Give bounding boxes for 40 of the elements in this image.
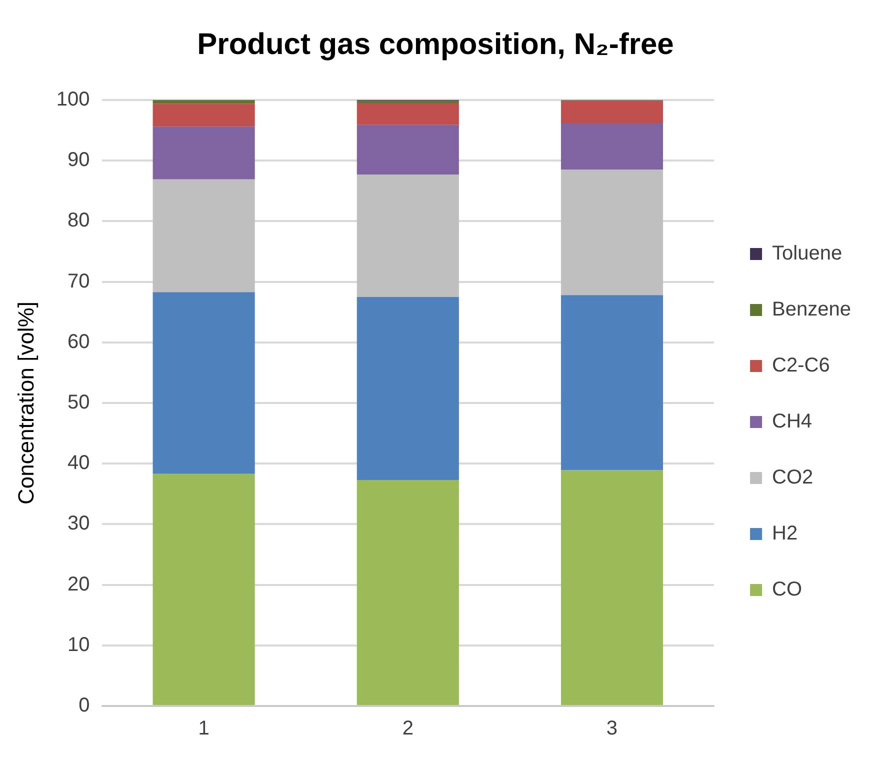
bar — [152, 179, 255, 292]
legend-label: C2-C6 — [772, 354, 830, 377]
y-tick-label: 0 — [78, 694, 90, 717]
legend-label: H2 — [772, 522, 798, 545]
bar — [560, 470, 664, 705]
chart-title: Product gas composition, N₂-free — [196, 28, 675, 62]
bar — [356, 124, 459, 175]
y-axis-title: Concentration [vol%] — [13, 302, 38, 504]
bar — [152, 104, 255, 127]
y-tick-label: 60 — [68, 330, 90, 353]
bar — [152, 100, 255, 104]
bar — [560, 100, 664, 124]
bar — [152, 474, 255, 705]
bar — [560, 170, 664, 296]
legend-label: Toluene — [772, 242, 842, 265]
bar — [152, 126, 255, 180]
y-tick-label: 90 — [68, 149, 90, 172]
bar — [356, 100, 459, 104]
bar — [560, 123, 664, 170]
y-tick-label: 100 — [56, 88, 90, 111]
bar — [356, 174, 459, 297]
y-tick-label: 30 — [68, 512, 90, 535]
x-tick-label: 2 — [402, 718, 414, 740]
y-tick-label: 40 — [68, 452, 90, 474]
y-tick-label: 20 — [68, 573, 90, 596]
bar — [356, 103, 459, 125]
y-tick-label: 70 — [68, 270, 90, 292]
bar — [152, 292, 255, 474]
y-tick-label: 10 — [68, 634, 90, 656]
legend-label: CO2 — [772, 466, 814, 489]
x-tick-label: 1 — [198, 718, 210, 740]
y-tick-label: 80 — [68, 210, 90, 232]
y-tick-label: 50 — [68, 392, 90, 414]
bar — [356, 480, 459, 705]
bar — [356, 296, 459, 480]
legend-label: CO — [772, 578, 802, 601]
legend-label: CH4 — [772, 410, 812, 433]
legend-label: Benzene — [772, 298, 852, 321]
bar — [560, 295, 664, 470]
x-tick-label: 3 — [606, 718, 618, 740]
